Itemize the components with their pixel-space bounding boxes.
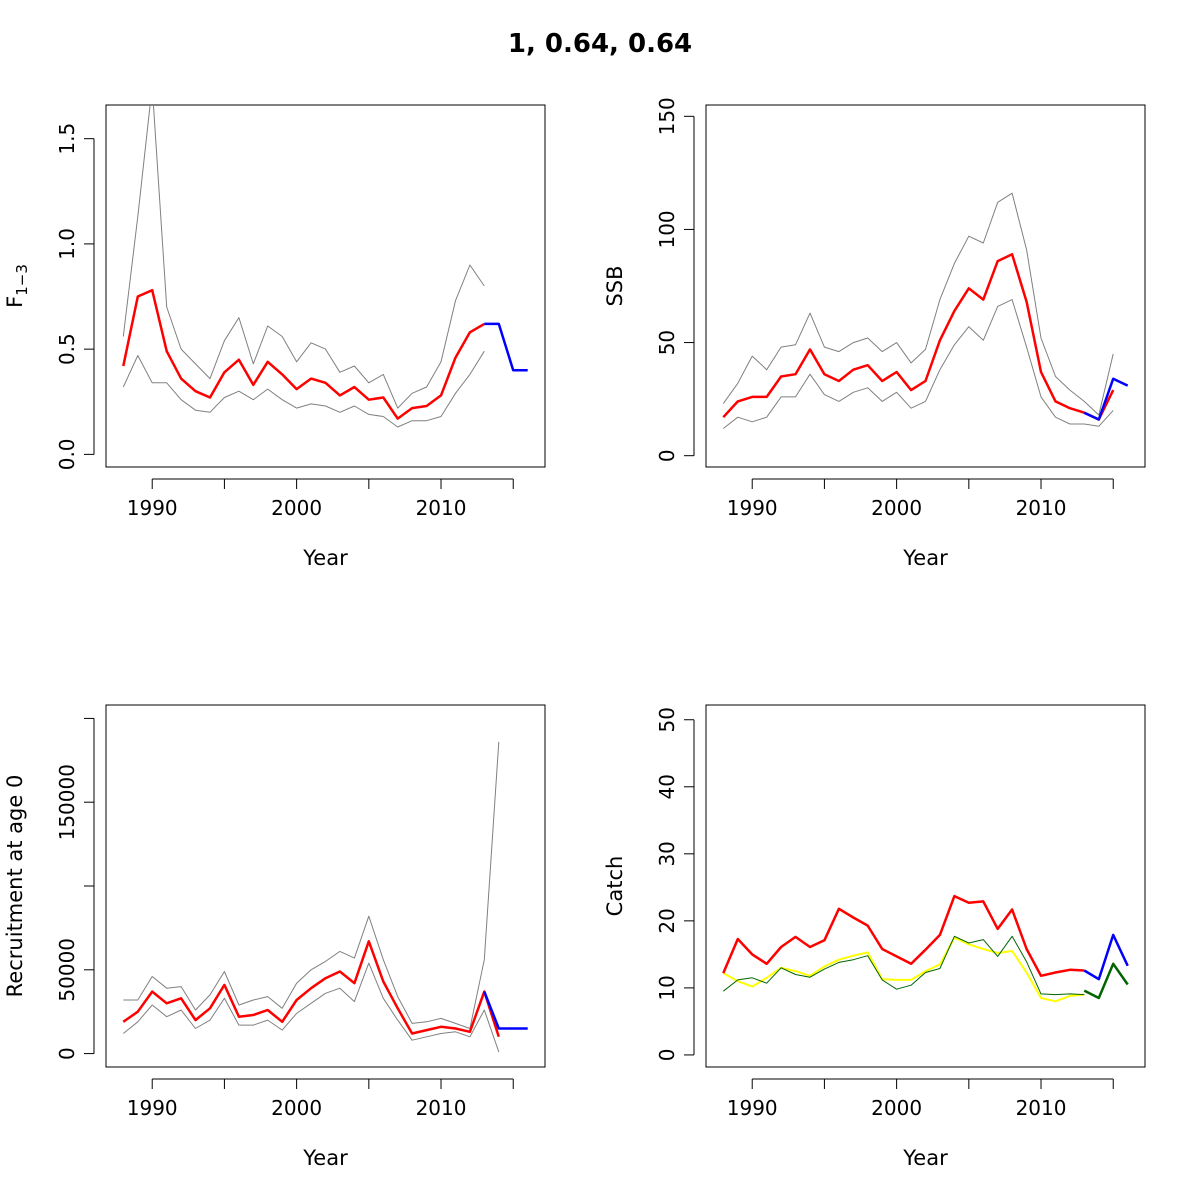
y-tick-label: 10 xyxy=(655,975,679,1000)
x-tick-label: 2000 xyxy=(271,496,322,520)
y-tick-label: 40 xyxy=(655,774,679,799)
series-line-forecast xyxy=(1083,377,1129,421)
y-tick-label: 0 xyxy=(655,1049,679,1062)
series-group xyxy=(122,105,528,428)
series-line-forecast xyxy=(483,991,528,1030)
series-line-forecast_green xyxy=(1083,962,1129,1000)
panel-catch: 1990 2000 2010 0 10 20 30 40 50 Year Catch xyxy=(603,704,1146,1170)
y-tick-label: 150000 xyxy=(55,764,79,840)
x-tick-label: 2010 xyxy=(416,496,467,520)
figure-title: 1, 0.64, 0.64 xyxy=(508,29,692,59)
series-line-lower xyxy=(122,350,485,428)
y-tick-label: 30 xyxy=(655,841,679,866)
y-tick-label: 50000 xyxy=(55,938,79,1002)
x-tick-label: 2000 xyxy=(871,496,922,520)
series-line-forecast xyxy=(484,322,528,372)
series-line-upper xyxy=(123,741,500,1029)
series-line-observed xyxy=(722,936,1085,1003)
x-axis-label: Year xyxy=(902,546,948,570)
x-tick-label: 2000 xyxy=(871,1096,922,1120)
y-axis-label: Recruitment at age 0 xyxy=(3,775,27,998)
series-line-estimate xyxy=(722,894,1085,978)
x-axis-label: Year xyxy=(302,546,348,570)
x-tick-label: 2010 xyxy=(416,1096,467,1120)
y-tick-label: 150 xyxy=(655,97,679,135)
x-tick-label: 1990 xyxy=(727,1096,778,1120)
x-tick-label: 2000 xyxy=(271,1096,322,1120)
x-tick-label: 1990 xyxy=(127,1096,178,1120)
y-tick-label: 50 xyxy=(655,330,679,355)
series-line-lower xyxy=(122,962,500,1053)
series-group xyxy=(722,894,1129,1003)
x-tick-label: 1990 xyxy=(127,496,178,520)
series-group xyxy=(122,741,528,1053)
x-axis-label: Year xyxy=(902,1146,948,1170)
y-tick-label: 100 xyxy=(655,210,679,248)
panel-f: 1990 2000 2010 0.0 0.5 1.0 1.5 Year F1−3 xyxy=(3,104,546,570)
y-axis-label: F1−3 xyxy=(3,264,31,308)
series-group xyxy=(722,192,1129,429)
plot-box xyxy=(105,704,546,1068)
panel-ssb: 1990 2000 2010 0 50 100 150 Year SSB xyxy=(603,97,1146,570)
plot-box xyxy=(705,704,1146,1068)
series-line-forecast xyxy=(1083,933,1129,981)
y-tick-label: 1.0 xyxy=(55,228,79,260)
series-line-estimate xyxy=(122,940,500,1038)
series-line-estimate xyxy=(722,253,1115,421)
panel-recruitment: 1990 2000 2010 0 50000 150000 Year Recruitment … xyxy=(3,704,546,1170)
y-tick-label: 0 xyxy=(55,1047,79,1060)
y-axis-label: SSB xyxy=(603,265,627,306)
y-tick-label: 0 xyxy=(655,449,679,462)
y-axis-label-subscript: 1−3 xyxy=(13,264,31,296)
y-tick-label: 1.5 xyxy=(55,123,79,155)
plot-box xyxy=(705,104,1146,468)
y-tick-label: 20 xyxy=(655,908,679,933)
x-tick-label: 1990 xyxy=(727,496,778,520)
series-line-fitted xyxy=(722,935,1085,996)
series-line-estimate xyxy=(122,288,485,420)
x-tick-label: 2010 xyxy=(1016,1096,1067,1120)
series-line-upper xyxy=(722,192,1114,416)
y-tick-label: 50 xyxy=(655,707,679,732)
series-line-lower xyxy=(722,299,1114,429)
series-line-upper xyxy=(122,105,485,409)
x-axis-label: Year xyxy=(302,1146,348,1170)
y-tick-label: 0.5 xyxy=(55,333,79,365)
plot-box xyxy=(105,104,546,468)
y-axis-label: Catch xyxy=(603,856,627,917)
x-tick-label: 2010 xyxy=(1016,496,1067,520)
y-tick-label: 0.0 xyxy=(55,438,79,470)
